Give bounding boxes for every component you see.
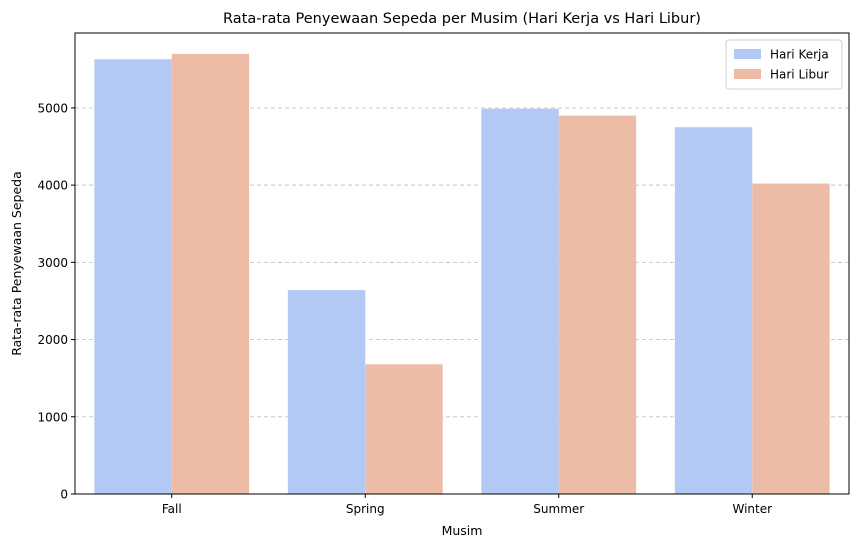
plot-frame (74, 32, 850, 495)
legend-label: Hari Kerja (770, 48, 829, 62)
y-axis-ticks: 0 1000 2000 3000 4000 5000 (37, 101, 75, 502)
bar-hari-libur-spring (365, 364, 443, 494)
y-axis-label: Rata-rata Penyewaan Sepeda (9, 171, 24, 356)
legend-swatch (734, 49, 761, 59)
bar-hari-libur-winter (752, 183, 830, 495)
bar-hari-kerja-spring (287, 290, 366, 494)
y-tick-label: 0 (60, 488, 68, 502)
x-axis-label: Musim (442, 523, 483, 538)
bar-hari-libur-summer (558, 115, 637, 495)
bars (94, 53, 830, 495)
y-tick-label: 2000 (37, 333, 68, 347)
bar-hari-kerja-winter (674, 127, 753, 494)
legend-label: Hari Libur (770, 68, 829, 82)
y-tick-label: 4000 (37, 179, 68, 193)
y-tick-label: 1000 (37, 410, 68, 424)
bar-hari-kerja-fall (94, 59, 172, 494)
bar-hari-libur-fall (171, 53, 250, 495)
x-tick-label: Fall (162, 502, 182, 516)
bar-hari-kerja-summer (481, 108, 559, 494)
legend: Hari Kerja Hari Libur (725, 39, 843, 90)
x-tick-label: Summer (533, 502, 584, 516)
x-tick-label: Winter (732, 502, 772, 516)
x-axis-ticks: Fall Spring Summer Winter (162, 494, 772, 516)
x-tick-label: Spring (346, 502, 385, 516)
y-tick-label: 3000 (37, 256, 68, 270)
y-tick-label: 5000 (37, 101, 68, 115)
chart-title: Rata-rata Penyewaan Sepeda per Musim (Ha… (223, 11, 701, 27)
legend-swatch (734, 69, 761, 79)
